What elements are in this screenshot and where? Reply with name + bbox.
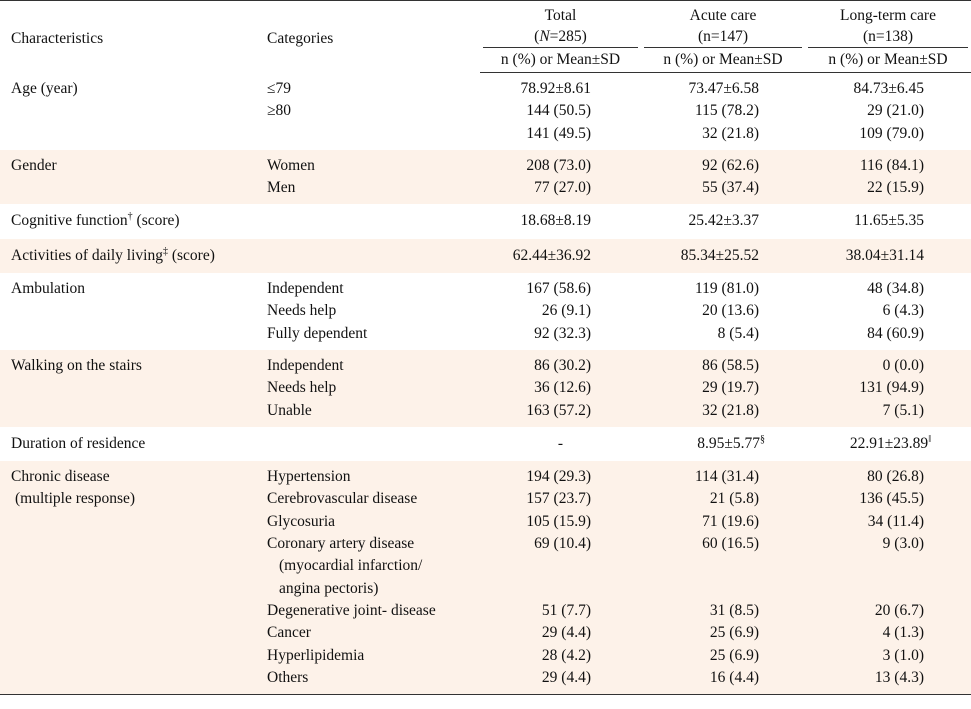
- table-row: (multiple response) Cerebrovascular dise…: [0, 488, 971, 511]
- header-stat-row: n (%) or Mean±SD n (%) or Mean±SD n (%) …: [0, 48, 971, 73]
- table-row: Fully dependent 92 (32.3) 8 (5.4) 84 (60…: [267, 324, 924, 342]
- header-stat-longterm: n (%) or Mean±SD: [805, 48, 971, 73]
- table-row: Duration of residence - 8.95±5.77§ 22.91…: [0, 427, 971, 461]
- table-row: 141 (49.5) 32 (21.8) 109 (79.0): [526, 124, 924, 142]
- table-row: Glycosuria 105 (15.9) 71 (19.6) 34 (11.4…: [0, 510, 971, 534]
- table-row: Ambulation Independent 167 (58.6) 119 (8…: [0, 273, 971, 300]
- row-label-age: Age (year): [11, 79, 78, 97]
- row-label-ambulation: Ambulation: [11, 280, 86, 298]
- row-label-duration: Duration of residence: [11, 434, 146, 452]
- row-label-cognitive: Cognitive function† (score): [11, 211, 180, 230]
- header-row: Characteristics Categories Total (N=285)…: [0, 0, 971, 73]
- header-total: Total (N=285): [480, 0, 641, 48]
- table-row: Men 77 (27.0) 55 (37.4) 22 (15.9): [0, 177, 971, 205]
- header-long-term-care: Long-term care (n=138): [805, 0, 971, 48]
- table-row: Needs help 36 (12.6) 29 (19.7) 131 (94.9…: [0, 377, 971, 400]
- table-row: Coronary artery disease 69 (10.4) 60 (16…: [0, 533, 971, 556]
- table-row: Gender Women 208 (73.0) 92 (62.6) 116 (8…: [0, 149, 971, 178]
- table-row: Cancer 29 (4.4) 25 (6.9) 4 (1.3): [0, 622, 971, 645]
- table-row: Others 29 (4.4) 16 (4.4) 13 (4.3): [0, 666, 971, 696]
- table-row: Hyperlipidemia 28 (4.2) 25 (6.9) 3 (1.0): [0, 644, 971, 667]
- header-characteristics: Characteristics: [0, 0, 262, 73]
- table-row: Needs help 26 (9.1) 20 (13.6) 6 (4.3): [267, 302, 924, 320]
- table-row: Walking on the stairs Independent 86 (30…: [0, 349, 971, 378]
- header-acute-care: Acute care (n=147): [641, 0, 805, 48]
- table-row: Degenerative joint- disease 51 (7.7) 31 …: [0, 599, 971, 623]
- table-row: (myocardial infarction/: [0, 555, 971, 578]
- row-label-chronic: Chronic disease: [0, 461, 262, 489]
- row-label-stairs: Walking on the stairs: [0, 349, 262, 378]
- table-row: Unable 163 (57.2) 32 (21.8) 7 (5.1): [0, 399, 971, 427]
- header-stat-total: n (%) or Mean±SD: [480, 48, 641, 73]
- row-label-gender: Gender: [0, 149, 262, 178]
- table-row: angina pectoris): [0, 577, 971, 600]
- table-row: Cognitive function† (score) 18.68±8.19 2…: [0, 204, 971, 238]
- table-row: Chronic disease Hypertension 194 (29.3) …: [0, 461, 971, 489]
- header-stat-acute: n (%) or Mean±SD: [641, 48, 805, 73]
- row-label-adl: Activities of daily living‡ (score): [0, 238, 480, 274]
- table-row: Age (year) ≤79 78.92±8.61 73.47±6.58 84.…: [0, 73, 971, 101]
- header-categories: Categories: [262, 0, 480, 73]
- table-row: ≥80 144 (50.5) 115 (78.2) 29 (21.0): [267, 102, 924, 120]
- table-row: Activities of daily living‡ (score) 62.4…: [0, 238, 971, 274]
- row-label-chronic-note: (multiple response): [15, 490, 136, 508]
